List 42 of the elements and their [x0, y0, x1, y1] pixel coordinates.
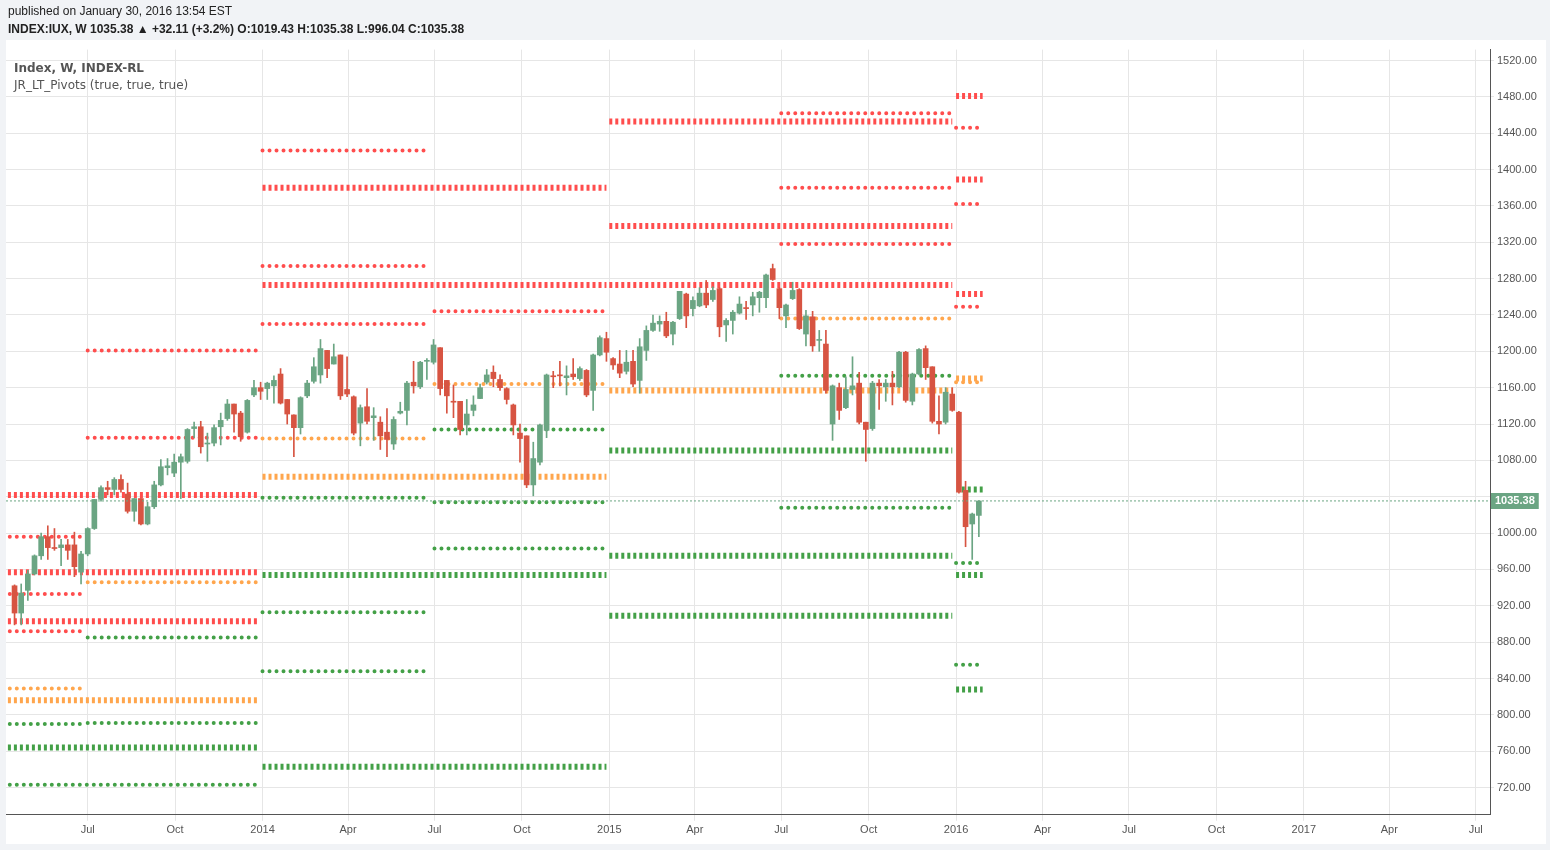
y-tick-label: 720.00	[1497, 780, 1531, 793]
y-tick-label: 1200.00	[1497, 344, 1537, 357]
x-tick-label: Oct	[860, 823, 878, 836]
x-tick-label: Apr	[686, 823, 704, 836]
y-tick-label: 1440.00	[1497, 126, 1537, 139]
annotation: Index, W, INDEX-RL	[14, 60, 145, 75]
y-tick-label: 800.00	[1497, 707, 1531, 720]
y-tick-label: 1000.00	[1497, 526, 1537, 539]
y-tick-label: 960.00	[1497, 562, 1531, 575]
y-tick-label: 760.00	[1497, 744, 1531, 757]
y-tick-label: 1240.00	[1497, 308, 1537, 320]
x-tick-label: 2017	[1291, 823, 1317, 836]
chart-subtitle: INDEX:IUX, W 1035.38 ▲ +32.11 (+3.2%) O:1019.43 H:1035.38 L:996.04 C:1035.38	[8, 21, 466, 38]
ref-line-label: 1035.38	[1495, 493, 1535, 506]
x-tick-label: Apr	[1033, 823, 1052, 836]
y-tick-label: 1360.00	[1497, 198, 1537, 211]
x-tick-label: Oct	[166, 823, 184, 836]
chart-title: published on January 30, 2016 13:54 EST	[8, 3, 234, 20]
x-tick-label: Jul	[1468, 823, 1483, 836]
y-tick-label: 1400.00	[1497, 162, 1537, 175]
y-tick-label: 920.00	[1497, 598, 1531, 611]
x-tick-label: Apr	[1380, 823, 1399, 836]
y-tick-label: 1480.00	[1497, 89, 1537, 102]
y-tick-label: 1520.00	[1497, 53, 1537, 66]
annotation: JR_LT_Pivots (true, true, true)	[13, 77, 189, 92]
x-tick-label: Oct	[513, 823, 531, 836]
y-tick-label: 880.00	[1497, 635, 1531, 648]
x-tick-label: Oct	[1207, 823, 1225, 836]
x-tick-label: Jul	[80, 823, 95, 836]
y-tick-label: 1080.00	[1497, 453, 1537, 466]
x-tick-label: 2016	[943, 823, 969, 836]
y-tick-label: 1320.00	[1497, 235, 1537, 248]
x-tick-label: Apr	[339, 823, 357, 836]
y-tick-label: 1120.00	[1497, 417, 1536, 430]
y-tick-label: 1280.00	[1497, 271, 1537, 284]
x-tick-label: 2014	[250, 823, 275, 836]
y-tick-label: 840.00	[1497, 671, 1531, 684]
x-tick-label: Jul	[427, 823, 442, 836]
x-tick-label: Jul	[1121, 823, 1137, 836]
x-tick-label: 2015	[597, 823, 622, 836]
x-tick-label: Jul	[774, 823, 789, 836]
y-tick-label: 1160.00	[1497, 380, 1536, 393]
